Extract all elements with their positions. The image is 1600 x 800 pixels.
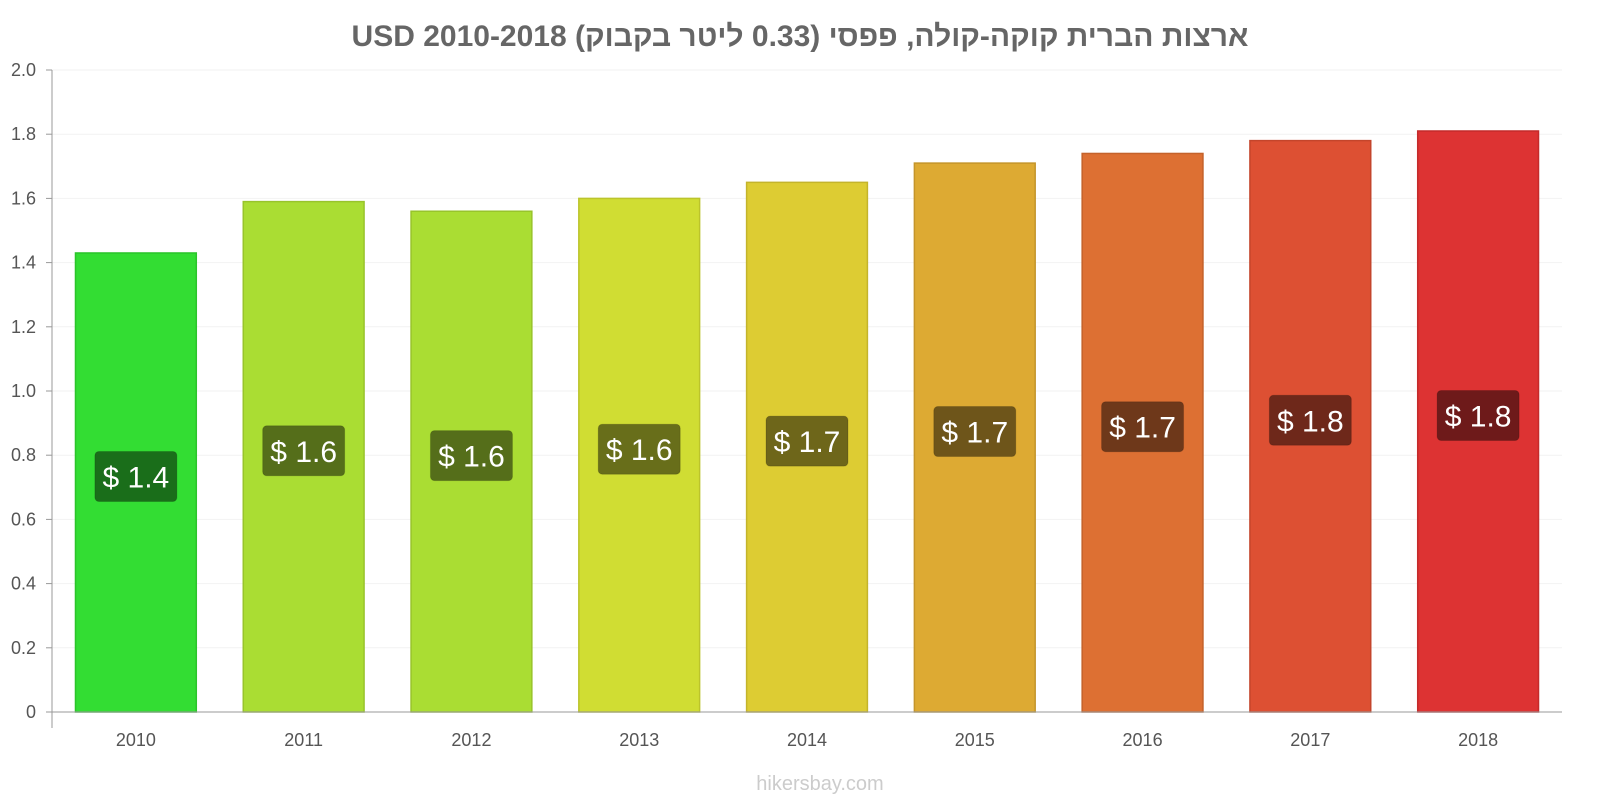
data-label-text: $ 1.7	[941, 417, 1008, 450]
data-label-text: $ 1.6	[270, 436, 337, 469]
data-label: $ 1.8	[1436, 389, 1520, 441]
data-label-text: $ 1.4	[103, 461, 170, 494]
y-tick-label: 0.4	[11, 574, 36, 594]
chart-title: ארצות הברית קוקה-קולה, פפסי (0.33 ליטר ב…	[352, 20, 1249, 53]
data-labels: $ 1.4 $ 1.6 $ 1.6 $ 1.6 $ 1.7 $ 1.7 $ 1.7 $ 1.8…	[94, 389, 1520, 502]
x-tick-label: 2010	[116, 730, 156, 750]
data-label-text: $ 1.7	[774, 426, 841, 459]
y-tick-label: 1.0	[11, 381, 36, 401]
data-label-box	[1268, 394, 1352, 446]
watermark: hikersbay.com	[756, 773, 883, 795]
data-label-box	[262, 425, 346, 477]
x-tick-label: 2013	[619, 730, 659, 750]
axes: 0 0.2 0.4 0.6 0.8 1.0 1.2 1.4 1.6 1.8 2.0 2010 2011 2…	[11, 60, 1562, 750]
data-label: $ 1.7	[933, 406, 1017, 458]
y-tick-label: 0.8	[11, 445, 36, 465]
y-tick-label: 1.8	[11, 124, 36, 144]
data-label-text: $ 1.8	[1277, 405, 1344, 438]
y-tick-label: 0.2	[11, 638, 36, 658]
data-label: $ 1.6	[597, 423, 681, 475]
data-label: $ 1.6	[429, 430, 513, 482]
data-label-box	[597, 423, 681, 475]
y-tick-label: 0	[26, 702, 36, 722]
data-label-box	[933, 406, 1017, 458]
data-label: $ 1.8	[1268, 394, 1352, 446]
x-tick-label: 2012	[451, 730, 491, 750]
data-label: $ 1.7	[765, 415, 849, 467]
data-label: $ 1.7	[1101, 401, 1185, 453]
y-tick-label: 1.2	[11, 317, 36, 337]
data-label-box	[94, 450, 178, 502]
x-tick-label: 2014	[787, 730, 827, 750]
x-tick-label: 2016	[1123, 730, 1163, 750]
data-label-box	[765, 415, 849, 467]
x-tick-label: 2011	[284, 730, 323, 750]
data-label: $ 1.6	[262, 425, 346, 477]
x-tick-label: 2017	[1290, 730, 1330, 750]
data-label-box	[1436, 389, 1520, 441]
data-label-box	[429, 430, 513, 482]
data-label-text: $ 1.6	[438, 441, 505, 474]
data-label-text: $ 1.6	[606, 434, 673, 467]
y-tick-label: 0.6	[11, 509, 36, 529]
data-label-box	[1101, 401, 1185, 453]
x-tick-label: 2015	[955, 730, 995, 750]
data-label: $ 1.4	[94, 450, 178, 502]
y-tick-label: 2.0	[11, 60, 36, 80]
data-label-text: $ 1.8	[1445, 400, 1512, 433]
x-tick-label: 2018	[1458, 730, 1498, 750]
y-tick-label: 1.4	[11, 253, 36, 273]
data-label-text: $ 1.7	[1109, 412, 1176, 445]
y-tick-label: 1.6	[11, 188, 36, 208]
